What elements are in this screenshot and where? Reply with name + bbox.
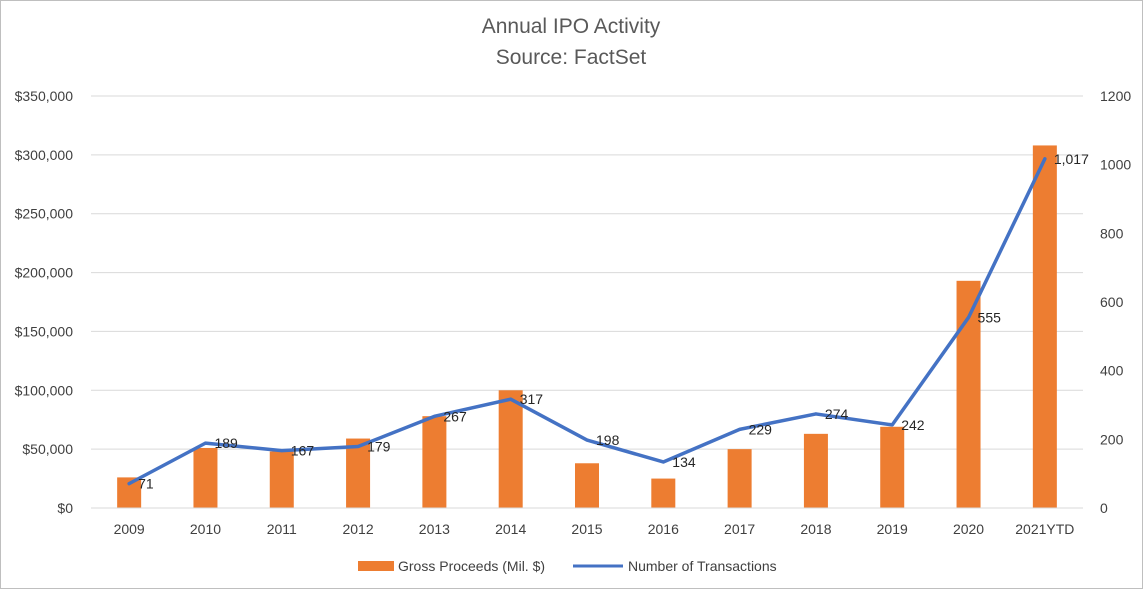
axes: $0 $50,000 $100,000 $150,000 $200,000 $250,00… xyxy=(15,88,1132,537)
line-point xyxy=(890,423,894,427)
x-tick-label: 2009 xyxy=(114,521,145,537)
chart-title: Annual IPO Activity xyxy=(482,15,661,38)
x-tick-label: 2020 xyxy=(953,521,984,537)
line-point xyxy=(356,445,360,449)
bar xyxy=(575,463,599,508)
line-point xyxy=(738,427,742,431)
line-data-label: 1,017 xyxy=(1054,151,1089,167)
line-point xyxy=(280,449,284,453)
legend: Gross Proceeds (Mil. $) Number of Transa… xyxy=(358,558,777,574)
y-right-tick-label: 0 xyxy=(1100,500,1108,516)
line-point xyxy=(127,482,131,486)
bar xyxy=(651,478,676,508)
y-right-tick-label: 200 xyxy=(1100,431,1124,447)
bar xyxy=(117,477,142,508)
x-tick-label: 2019 xyxy=(877,521,908,537)
line-data-label: 555 xyxy=(978,309,1002,325)
line-data-label: 71 xyxy=(138,476,154,492)
gridlines xyxy=(91,95,1083,450)
x-tick-label: 2012 xyxy=(342,521,373,537)
x-tick-label: 2021YTD xyxy=(1015,521,1074,537)
bar xyxy=(727,449,752,508)
legend-swatch-gross-proceeds xyxy=(358,561,394,571)
line-point xyxy=(203,441,207,445)
y-left-tick-label: $300,000 xyxy=(15,147,74,163)
bar xyxy=(346,438,371,508)
legend-label-transactions: Number of Transactions xyxy=(628,558,777,574)
line-data-label: 167 xyxy=(291,443,315,459)
y-right-tick-label: 400 xyxy=(1100,363,1124,379)
y-left-tick-label: $350,000 xyxy=(15,88,74,104)
y-right-tick-label: 800 xyxy=(1100,225,1124,241)
bar-series xyxy=(117,145,1057,508)
line-data-label: 189 xyxy=(214,435,238,451)
bar xyxy=(880,426,905,508)
y-left-tick-label: $200,000 xyxy=(15,265,74,281)
y-right-tick-label: 1000 xyxy=(1100,157,1131,173)
bar xyxy=(803,433,828,508)
y-right-tick-label: 600 xyxy=(1100,294,1124,310)
legend-label-gross-proceeds: Gross Proceeds (Mil. $) xyxy=(398,558,545,574)
line-point xyxy=(432,414,436,418)
x-tick-label: 2011 xyxy=(267,521,297,537)
y-left-tick-label: $50,000 xyxy=(22,441,73,457)
line-point xyxy=(661,460,665,464)
x-tick-label: 2017 xyxy=(724,521,755,537)
bar xyxy=(498,390,523,508)
line-data-label: 134 xyxy=(672,454,696,470)
line-data-label: 198 xyxy=(596,432,620,448)
line-point xyxy=(1043,157,1047,161)
bar xyxy=(422,416,447,508)
line-series xyxy=(127,157,1047,486)
bar xyxy=(1032,145,1057,508)
x-tick-label: 2010 xyxy=(190,521,221,537)
line-data-label: 229 xyxy=(749,421,773,437)
x-tick-label: 2018 xyxy=(800,521,831,537)
line-data-label: 267 xyxy=(443,408,467,424)
line-data-label: 274 xyxy=(825,406,849,422)
line-point xyxy=(585,438,589,442)
x-tick-label: 2016 xyxy=(648,521,679,537)
y-right-tick-label: 1200 xyxy=(1100,88,1131,104)
transactions-line xyxy=(127,157,1047,486)
y-left-tick-label: $0 xyxy=(57,500,73,516)
line-data-label: 242 xyxy=(901,417,925,433)
bar xyxy=(193,447,218,508)
y-left-tick-label: $100,000 xyxy=(15,382,74,398)
line-point xyxy=(967,315,971,319)
y-left-tick-label: $150,000 xyxy=(15,323,74,339)
data-labels: 71 189 167 179 267 317 198 134 229 274 242 555 1,017 xyxy=(138,151,1089,492)
line-point xyxy=(509,397,513,401)
line-data-label: 179 xyxy=(367,439,391,455)
y-left-tick-label: $250,000 xyxy=(15,206,74,222)
x-tick-label: 2013 xyxy=(419,521,450,537)
x-tick-label: 2015 xyxy=(571,521,602,537)
bar xyxy=(269,451,294,508)
line-point xyxy=(814,412,818,416)
x-tick-label: 2014 xyxy=(495,521,526,537)
chart-subtitle: Source: FactSet xyxy=(496,46,647,69)
line-data-label: 317 xyxy=(520,391,544,407)
